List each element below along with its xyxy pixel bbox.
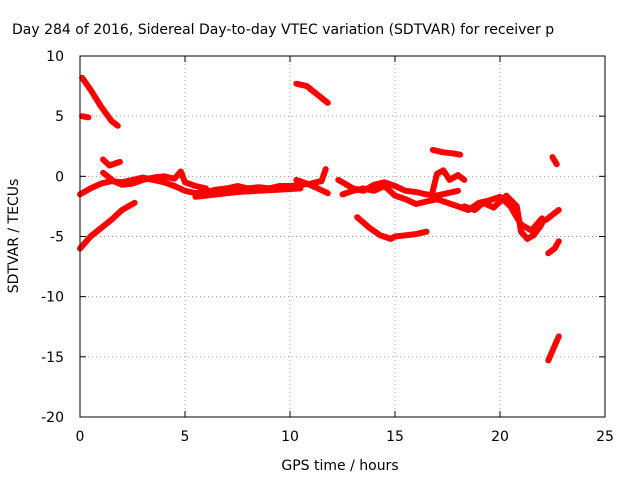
series-arc17: [545, 238, 562, 257]
series-arc19: [545, 333, 562, 364]
series-arc6: [100, 168, 209, 192]
x-tick-label: 20: [491, 429, 509, 445]
y-tick-label: -10: [41, 290, 64, 306]
series-arc4: [77, 199, 138, 252]
x-axis-ticks: 0 5 10 15 20 25: [76, 56, 614, 445]
y-tick-label: 5: [55, 109, 64, 125]
series-arc18: [549, 154, 560, 168]
y-tick-label: -20: [41, 410, 64, 426]
series-arc7: [192, 185, 304, 200]
x-tick-label: 5: [181, 429, 190, 445]
series-arc14: [429, 146, 464, 158]
series-arc16: [543, 207, 562, 223]
y-tick-label: 0: [55, 169, 64, 185]
series-arc15: [461, 192, 548, 242]
y-axis-ticks: -20 -15 -10 -5 0 5 10: [41, 49, 605, 426]
series-arc1: [79, 74, 121, 129]
series-arc12: [354, 214, 430, 242]
x-axis-label: GPS time / hours: [281, 458, 398, 474]
series-arc13: [429, 167, 468, 194]
x-tick-label: 15: [386, 429, 404, 445]
y-tick-label: 10: [46, 49, 64, 65]
chart-title: Day 284 of 2016, Sidereal Day-to-day VTE…: [12, 22, 554, 38]
series-arc2: [79, 113, 92, 121]
x-tick-label: 25: [596, 429, 614, 445]
y-axis-label: SDTVAR / TECUs: [6, 179, 22, 294]
x-tick-label: 10: [281, 429, 299, 445]
y-tick-label: -5: [50, 230, 64, 246]
series-arc9: [293, 80, 331, 106]
data-series: [77, 74, 562, 364]
series-arc8: [293, 176, 331, 197]
series-arc11: [339, 183, 545, 234]
series-arc5: [100, 156, 123, 169]
plot-frame: [79, 55, 606, 418]
x-tick-label: 0: [76, 429, 85, 445]
y-tick-label: -15: [41, 350, 64, 366]
